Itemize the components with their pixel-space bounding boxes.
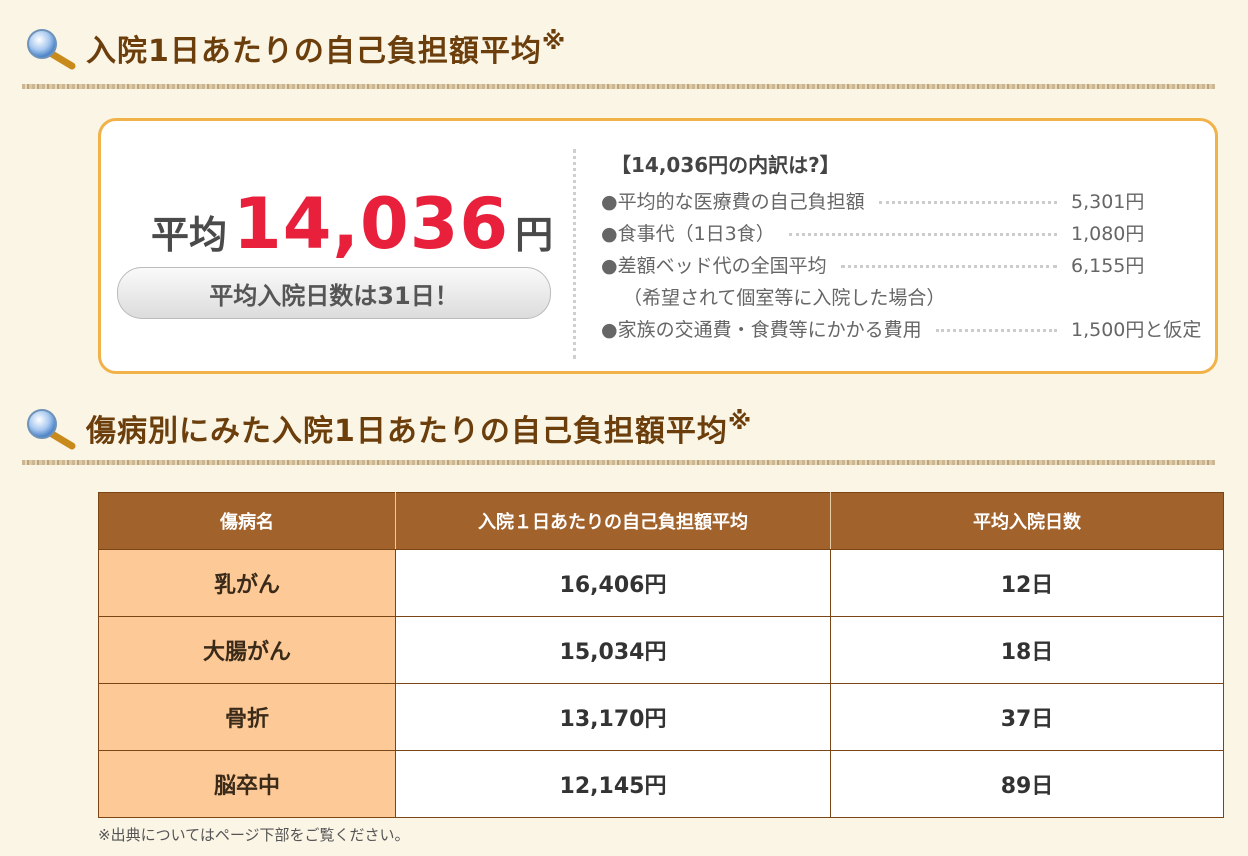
hospital-days: 89日	[830, 750, 1224, 818]
source-footnote: ※出典についてはページ下部をご覧ください。	[98, 826, 410, 844]
illness-name: 脳卒中	[98, 750, 396, 818]
table-row: 骨折 13,170円 37日	[98, 683, 1224, 751]
daily-cost: 13,170円	[395, 683, 831, 751]
average-amount: 平均 14,036 円	[151, 183, 553, 265]
breakdown-note-text: （希望されて個室等に入院した場合）	[623, 286, 946, 309]
column-header-days: 平均入院日数	[830, 492, 1224, 550]
vertical-divider	[573, 149, 576, 359]
breakdown-label: ●平均的な医療費の自己負担額	[601, 190, 865, 213]
column-header-daily-cost: 入院１日あたりの自己負担額平均	[395, 492, 831, 550]
section-heading-by-illness: 傷病別にみた入院1日あたりの自己負担額平均※	[22, 406, 752, 450]
table-header-row: 傷病名 入院１日あたりの自己負担額平均 平均入院日数	[98, 492, 1224, 550]
leader-dots	[878, 200, 1057, 204]
breakdown-amount: 1,080円	[1071, 222, 1145, 245]
table-row: 脳卒中 12,145円 89日	[98, 750, 1224, 818]
hospital-days: 37日	[830, 683, 1224, 751]
hospital-days: 12日	[830, 549, 1224, 617]
breakdown-amount: 6,155円	[1071, 254, 1145, 277]
breakdown-label: ●食事代（1日3食）	[601, 222, 775, 245]
illness-name: 骨折	[98, 683, 396, 751]
average-unit: 円	[515, 213, 554, 257]
illness-cost-table: 傷病名 入院１日あたりの自己負担額平均 平均入院日数 乳がん 16,406円 1…	[98, 492, 1224, 818]
table-row: 乳がん 16,406円 12日	[98, 549, 1224, 617]
daily-cost: 12,145円	[395, 750, 831, 818]
magnifier-icon	[22, 406, 86, 450]
daily-cost: 15,034円	[395, 616, 831, 684]
breakdown-amount: 5,301円	[1071, 190, 1145, 213]
section-title: 傷病別にみた入院1日あたりの自己負担額平均※	[86, 407, 753, 449]
section-title: 入院1日あたりの自己負担額平均※	[86, 27, 567, 69]
section-divider	[22, 84, 1215, 89]
section-divider	[22, 460, 1215, 465]
breakdown-label: ●家族の交通費・食費等にかかる費用	[601, 318, 922, 341]
leader-dots	[840, 264, 1057, 268]
illness-name: 大腸がん	[98, 616, 396, 684]
magnifier-icon	[22, 26, 86, 70]
table-row: 大腸がん 15,034円 18日	[98, 616, 1224, 684]
average-prefix: 平均	[151, 213, 228, 257]
column-header-illness: 傷病名	[98, 492, 396, 550]
breakdown-row: ●平均的な医療費の自己負担額 5,301円	[601, 184, 1221, 216]
illness-name: 乳がん	[98, 549, 396, 617]
leader-dots	[935, 328, 1057, 332]
section-heading-daily-cost: 入院1日あたりの自己負担額平均※	[22, 26, 566, 70]
cost-breakdown: 【14,036円の内訳は?】 ●平均的な医療費の自己負担額 5,301円 ●食事…	[601, 149, 1221, 344]
breakdown-row: ●差額ベッド代の全国平均 6,155円	[601, 248, 1221, 280]
leader-dots	[788, 232, 1057, 236]
breakdown-title: 【14,036円の内訳は?】	[611, 153, 840, 177]
breakdown-label: ●差額ベッド代の全国平均	[601, 254, 827, 277]
average-value: 14,036	[233, 183, 510, 265]
breakdown-amount: 1,500円と仮定	[1071, 318, 1202, 341]
breakdown-row: ●食事代（1日3食） 1,080円	[601, 216, 1221, 248]
hospital-days: 18日	[830, 616, 1224, 684]
average-days-pill: 平均入院日数は31日！	[117, 267, 551, 319]
breakdown-note: （希望されて個室等に入院した場合）	[601, 280, 1221, 312]
breakdown-row: ●家族の交通費・食費等にかかる費用 1,500円と仮定	[601, 312, 1221, 344]
daily-cost: 16,406円	[395, 549, 831, 617]
summary-box: 平均 14,036 円 平均入院日数は31日！ 【14,036円の内訳は?】 ●…	[98, 118, 1218, 374]
